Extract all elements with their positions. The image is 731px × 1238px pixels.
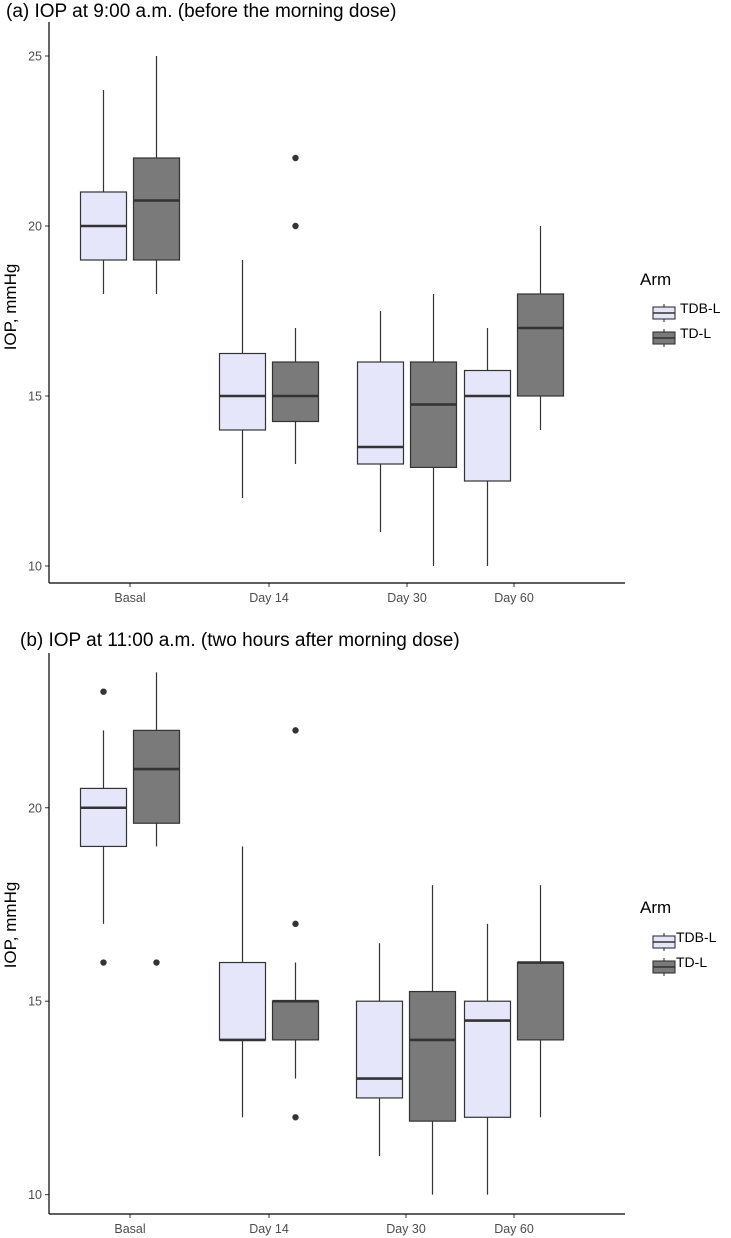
panel-b-x-tick-label-day-60: Day 60 (494, 1222, 534, 1236)
panel-a-tdb-l-day-14-box (218, 352, 267, 431)
panel-a-title: (a) IOP at 9:00 a.m. (before the morning… (6, 1, 396, 22)
panel-b-td-l-day-30-box (408, 990, 457, 1122)
panel-a-td-l-day-14-outlier-1 (292, 154, 299, 162)
panel-a-tdb-l-day-30-box (356, 361, 405, 465)
panel-a-x-ticks: Basal Day 14 Day 30 Day 60 (114, 583, 534, 605)
panel-a-legend-label-td-l: TD-L (680, 325, 711, 341)
panel-b-x-tick-label-day-30: Day 30 (386, 1222, 426, 1236)
panel-b-td-l-basal-box (132, 729, 181, 824)
panel-b-tdb-l-day-14-box (218, 961, 267, 1041)
panel-b-td-l-day-60-box (516, 961, 565, 1041)
panel-b-td-l-day-14-outlier-0 (292, 727, 299, 734)
panel-b-y-tick-label-20: 20 (28, 801, 42, 815)
panel-b-td-l-day-14-box (271, 1000, 320, 1041)
panel-b-y-axis-label: IOP, mmHg (1, 882, 20, 969)
panel-a-x-tick-label-day-30: Day 30 (387, 591, 427, 605)
panel-b-x-tick-label-basal: Basal (114, 1222, 145, 1236)
panel-b-legend-title: Arm (640, 898, 671, 917)
panel-b-legend-label-td-l: TD-L (676, 954, 707, 970)
panel-b-tdb-l-basal-outlier-1 (100, 959, 107, 966)
panel-b-tdb-l-basal-outlier-0 (100, 688, 107, 695)
panel-b-y-ticks: 10 15 20 (28, 801, 49, 1202)
panel-a-td-l-day-60-box (516, 293, 565, 397)
panel-b: (b) IOP at 11:00 a.m. (two hours after m… (1, 630, 717, 1236)
panel-b-x-tick-label-day-14: Day 14 (249, 1222, 289, 1236)
panel-a-tdb-l-day-60-box (463, 369, 512, 482)
panel-a-legend-label-tdb-l: TDB-L (680, 300, 721, 316)
panel-b-tdb-l-day-60-box (463, 1000, 512, 1118)
panel-a-x-tick-label-day-60: Day 60 (494, 591, 534, 605)
panel-a-y-tick-label-20: 20 (28, 220, 42, 234)
panel-b-tdb-l-day-30-box (355, 1000, 404, 1099)
panel-a: (a) IOP at 9:00 a.m. (before the morning… (1, 1, 721, 605)
panel-a-legend-title: Arm (640, 270, 671, 289)
panel-b-td-l-basal-outlier-0 (153, 959, 160, 966)
panel-a-td-l-day-30-box (409, 361, 458, 469)
panel-a-x-tick-label-day-14: Day 14 (249, 591, 289, 605)
panel-b-legend-label-tdb-l: TDB-L (676, 929, 717, 945)
panel-b-tdb-l-basal-box (79, 787, 128, 848)
panel-b-legend-keys (652, 933, 676, 976)
panel-a-y-tick-label-15: 15 (28, 390, 42, 404)
panel-b-x-ticks: Basal Day 14 Day 30 Day 60 (114, 1214, 534, 1236)
panel-b-y-tick-label-15: 15 (28, 995, 42, 1009)
panel-b-title: (b) IOP at 11:00 a.m. (two hours after m… (20, 630, 460, 651)
panel-a-y-tick-label-10: 10 (28, 560, 42, 574)
panel-a-x-tick-label-basal: Basal (114, 591, 145, 605)
panel-b-td-l-day-14-outlier-2 (292, 1114, 299, 1121)
panel-b-td-l-day-14-outlier-1 (292, 920, 299, 928)
panel-a-y-axis-label: IOP, mmHg (1, 264, 20, 351)
panel-a-td-l-day-14-box (271, 361, 320, 423)
panel-b-boxes (79, 672, 565, 1195)
panel-b-y-tick-label-10: 10 (28, 1188, 42, 1202)
panel-a-y-tick-label-25: 25 (28, 50, 42, 64)
panel-a-td-l-basal-box (132, 157, 181, 261)
panel-a-legend-keys (652, 304, 676, 347)
panel-a-td-l-day-14-outlier-0 (292, 222, 299, 230)
panel-a-y-ticks: 10 15 20 25 (28, 50, 49, 574)
panel-a-boxes (79, 56, 565, 566)
